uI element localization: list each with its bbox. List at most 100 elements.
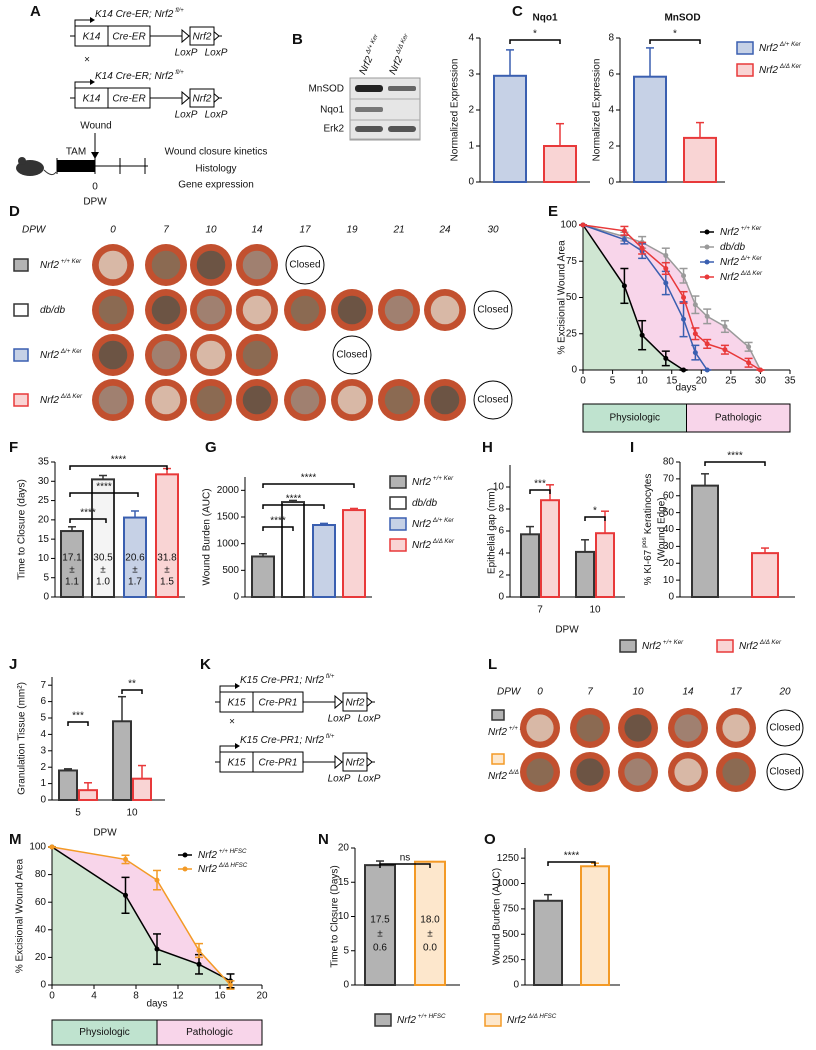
wound-photo-center <box>196 295 226 325</box>
genotype-name: Nrf2 <box>412 477 431 488</box>
bar <box>633 75 667 183</box>
cross: × <box>229 717 235 728</box>
genotype-superscript: Δ/Δ HFSC <box>218 862 248 869</box>
point <box>663 280 669 286</box>
point <box>639 245 645 251</box>
promoter-arrow <box>219 685 235 692</box>
genotype-label: Nrf2Δ/Δ Ker <box>386 32 415 76</box>
arrowhead <box>90 17 95 23</box>
significance-label: **** <box>727 451 743 462</box>
y-tick-label: 0 <box>40 980 46 991</box>
y-tick-label: 15 <box>38 534 50 545</box>
y-tick-label: 500 <box>222 565 239 576</box>
y-tick-label: 5 <box>40 713 46 724</box>
bar <box>493 74 527 183</box>
y-axis-label: Time to Closure (days) <box>17 479 28 580</box>
value-label: 20.6 <box>125 553 145 564</box>
x-tick-label: 30 <box>755 376 767 387</box>
significance-label: **** <box>80 508 96 519</box>
significance-label: **** <box>564 851 580 862</box>
wound-photo-center <box>151 385 181 415</box>
promoter-label: K14 <box>83 94 101 105</box>
genotype-label: K15 Cre-PR1; Nrf2 fl/+ <box>240 673 335 686</box>
point <box>154 877 160 883</box>
wound-photo-center <box>624 714 652 742</box>
gene-label: Nrf2 <box>193 94 212 105</box>
cre-label: Cre-ER <box>112 94 145 105</box>
point <box>663 252 669 258</box>
y-tick-label: 2000 <box>217 485 240 496</box>
error-bar <box>506 49 514 76</box>
value-label: 17.5 <box>370 915 390 926</box>
y-tick-label: 15 <box>338 877 350 888</box>
x-tick-label: 8 <box>133 991 139 1002</box>
y-tick-label: 0 <box>498 592 504 603</box>
genotype-superscript: +/+ HFSC <box>219 848 247 855</box>
point <box>663 355 669 361</box>
y-tick-label: 40 <box>663 524 675 535</box>
y-tick-label: 0 <box>513 980 519 991</box>
point <box>580 222 586 228</box>
genotype-label: Nrf2Δ/+ Ker <box>356 32 385 76</box>
error-sign: ± <box>100 565 106 576</box>
chart-title: Nqo1 <box>533 13 558 24</box>
mouse-tail <box>43 169 57 176</box>
y-tick-label: 2 <box>498 570 504 581</box>
bar <box>595 532 615 599</box>
genotype-superscript: Δ/+ Ker <box>60 348 83 355</box>
bar <box>520 533 540 598</box>
y-axis-label: (Wound Edge) <box>657 497 668 561</box>
gene-label: Nrf2 <box>346 698 365 709</box>
genotype-name: Nrf2 <box>412 540 431 551</box>
error-bar <box>259 553 267 557</box>
wound-photo-center <box>526 758 554 786</box>
significance-bracket <box>262 483 355 488</box>
value-label: 31.8 <box>157 553 177 564</box>
significance-bracket <box>69 465 168 470</box>
x-tick-label: 7 <box>537 605 543 616</box>
y-axis-label: Time to Closure (Days) <box>330 865 341 967</box>
error-label: 1.7 <box>128 577 142 588</box>
wound-photo-center <box>526 714 554 742</box>
value-label: 17.1 <box>62 553 82 564</box>
closed-label: Closed <box>769 767 800 778</box>
point <box>722 347 728 353</box>
value-label: 18.0 <box>420 915 440 926</box>
significance-label: * <box>673 29 677 40</box>
significance-bracket <box>529 489 551 494</box>
significance-bracket <box>121 689 143 694</box>
genotype-label: Nrf2 +/+ Ker <box>720 225 762 238</box>
genotype-superscript: +/+ Ker <box>61 258 82 265</box>
x-tick-label: 35 <box>784 376 796 387</box>
genotype-superscript: Δ/Δ Ker <box>740 270 763 277</box>
significance-bracket <box>584 516 606 521</box>
legend-swatch <box>484 1013 502 1027</box>
closed-label: Closed <box>289 260 320 271</box>
blot-row-label: Nqo1 <box>320 105 344 116</box>
y-tick-label: 0 <box>233 592 239 603</box>
y-tick-label: 10 <box>38 553 50 564</box>
legend-swatch <box>374 1013 392 1027</box>
y-tick-label: 5 <box>43 572 49 583</box>
wound-photo-center <box>242 385 272 415</box>
panel-label: K <box>200 656 211 673</box>
bar <box>543 145 577 183</box>
point <box>196 961 202 967</box>
point <box>123 892 128 898</box>
zone <box>582 403 687 433</box>
wound-photo-center <box>242 340 272 370</box>
wound-photo-center <box>98 340 128 370</box>
bar <box>58 769 78 801</box>
error-bar <box>646 47 654 77</box>
gene-label: Nrf2 <box>346 758 365 769</box>
genotype-name: Nrf2 <box>642 641 661 652</box>
bar <box>414 860 446 987</box>
wound-photo-center <box>151 340 181 370</box>
error-bar <box>581 539 589 552</box>
area <box>583 225 684 370</box>
wound-photo-center <box>242 295 272 325</box>
x-tick-label: 16 <box>214 991 226 1002</box>
wound-photo-center <box>196 385 226 415</box>
day-header: 7 <box>163 225 169 236</box>
